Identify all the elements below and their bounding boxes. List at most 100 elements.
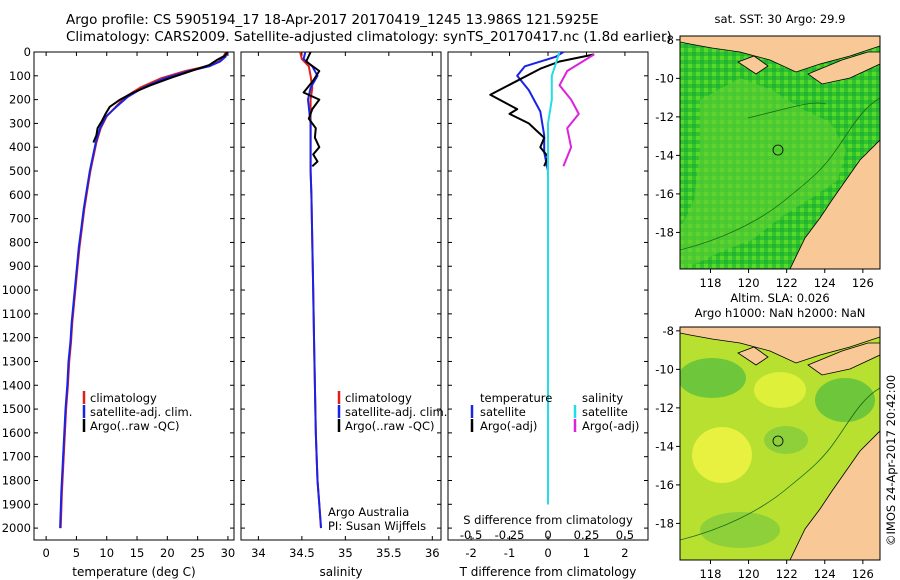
y-tick-label: 200 — [9, 93, 31, 107]
sst-australia-land — [789, 139, 880, 269]
lon-tick-label: 120 — [738, 276, 760, 290]
lon-tick-label: 126 — [852, 567, 874, 580]
lon-tick-label: 118 — [699, 567, 721, 580]
lon-tick-label: 126 — [852, 276, 874, 290]
y-tick-label: 1300 — [2, 354, 31, 368]
lat-tick-label: -8 — [663, 324, 674, 338]
sst-indonesia-land — [680, 36, 880, 73]
note-argo-australia: Argo Australia — [328, 505, 409, 519]
lat-tick-label: -14 — [655, 148, 674, 162]
x-tick-label: 36 — [425, 546, 440, 560]
sla-island-sumbawa — [737, 346, 769, 366]
legend-label-argo: Argo(..raw -QC) — [345, 419, 435, 433]
y-tick-label: 1500 — [2, 402, 31, 416]
sst-island-timor — [807, 51, 880, 85]
series-line-satellite-adj-clim- — [59, 51, 229, 529]
x-tick-label: 34.5 — [289, 546, 315, 560]
lat-tick-label: -16 — [655, 187, 674, 201]
lon-tick-label: 124 — [814, 276, 836, 290]
lat-tick-label: -18 — [655, 225, 674, 239]
legend-label-temp-satellite: satellite — [480, 405, 526, 419]
page-subtitle: Climatology: CARS2009. Satellite-adjuste… — [66, 29, 672, 45]
lat-tick-label: -10 — [655, 362, 674, 376]
salinity-axes-frame — [240, 51, 442, 541]
lat-tick-label: -12 — [655, 110, 674, 124]
x-tick-label: 0 — [42, 546, 49, 560]
legend-title-temperature: temperature — [480, 391, 552, 405]
difference-panel: -2 -1 0 1 2 S difference from climatology -0… — [447, 51, 649, 579]
temperature-xlabel: temperature (deg C) — [72, 565, 195, 579]
sla-map-title-1: Altim. SLA: 0.026 — [730, 291, 829, 305]
lat-tick-label: -8 — [663, 33, 674, 47]
sla-low-anomaly — [680, 358, 746, 398]
salinity-panel: 34 34.5 35 35.5 36 salinity climatology sate… — [240, 51, 447, 579]
sla-map-frame — [679, 326, 881, 561]
y-tick-label: 500 — [9, 164, 31, 178]
s-diff-tick-label: 0.5 — [616, 528, 634, 542]
y-tick-label: 1600 — [2, 426, 31, 440]
salinity-legend: climatology satellite-adj. clim. Argo(..… — [337, 391, 447, 433]
x-tick-label: 35 — [338, 546, 353, 560]
salinity-xlabel: salinity — [319, 565, 362, 579]
s-diff-tick-label: -0.25 — [495, 528, 525, 542]
x-tick-label: 35.5 — [376, 546, 402, 560]
y-tick-label: 0 — [24, 45, 31, 59]
y-tick-label: 2000 — [2, 521, 31, 535]
sst-map-frame — [679, 35, 881, 270]
sla-island-timor — [807, 342, 880, 376]
x-tick-label: 5 — [73, 546, 80, 560]
x-tick-label: -1 — [504, 546, 515, 560]
y-tick-label: 600 — [9, 188, 31, 202]
series-line-salinity-argo-adj- — [558, 53, 595, 167]
lat-tick-label: -16 — [655, 478, 674, 492]
t-difference-xlabel: T difference from climatology — [459, 565, 637, 579]
y-tick-label: 400 — [9, 140, 31, 154]
y-tick-label: 1800 — [2, 473, 31, 487]
lon-tick-label: 118 — [699, 276, 721, 290]
y-tick-label: 1100 — [2, 307, 31, 321]
x-tick-label: 10 — [99, 546, 114, 560]
s-diff-tick-label: 0.25 — [574, 528, 600, 542]
sst-map: sat. SST: 30 Argo: 29.9 -8 -10 -12 -14 -16 -1… — [655, 12, 881, 290]
sla-indonesia-land — [680, 327, 880, 364]
x-tick-label: 15 — [130, 546, 145, 560]
x-tick-label: 0 — [544, 546, 551, 560]
lat-tick-label: -12 — [655, 401, 674, 415]
temperature-panel: 0100200300400500600700800900100011001200… — [2, 45, 236, 579]
x-tick-label: 2 — [621, 546, 628, 560]
sla-low-anomaly — [815, 378, 875, 422]
x-tick-label: 25 — [190, 546, 205, 560]
y-tick-label: 1900 — [2, 497, 31, 511]
sla-high-anomaly — [754, 372, 806, 408]
legend-label-temp-argo: Argo(-adj) — [480, 419, 537, 433]
x-tick-label: -2 — [465, 546, 476, 560]
temperature-axes-frame — [33, 51, 235, 541]
x-tick-label: 1 — [583, 546, 590, 560]
y-tick-label: 1700 — [2, 450, 31, 464]
x-tick-label: 34 — [251, 546, 266, 560]
sla-low-anomaly — [764, 426, 808, 454]
x-tick-label: 20 — [160, 546, 175, 560]
lon-tick-label: 122 — [776, 567, 798, 580]
sst-island-sumbawa — [737, 55, 769, 75]
legend-label-climatology: climatology — [345, 391, 412, 405]
temperature-legend: climatology satellite-adj. clim. Argo(..… — [82, 391, 192, 433]
lat-tick-label: -18 — [655, 516, 674, 530]
sst-contour — [747, 102, 827, 119]
y-tick-label: 1400 — [2, 378, 31, 392]
legend-label-climatology: climatology — [90, 391, 157, 405]
sla-high-anomaly — [692, 427, 752, 483]
y-tick-label: 900 — [9, 259, 31, 273]
y-tick-label: 1200 — [2, 331, 31, 345]
series-line-temperature-argo-adj- — [489, 53, 595, 167]
sla-map: Altim. SLA: 0.026 Argo h1000: NaN h2000:… — [655, 291, 881, 580]
lon-tick-label: 124 — [814, 567, 836, 580]
series-line-argo-raw-qc- — [92, 51, 229, 143]
sla-bathymetry-contour — [680, 387, 880, 541]
legend-label-sal-satellite: satellite — [582, 405, 628, 419]
legend-label-satellite: satellite-adj. clim. — [345, 405, 447, 419]
imos-credit: ©IMOS 24-Apr-2017 20:42:00 — [884, 375, 898, 546]
y-tick-label: 800 — [9, 235, 31, 249]
s-difference-label: S difference from climatology — [463, 513, 633, 527]
